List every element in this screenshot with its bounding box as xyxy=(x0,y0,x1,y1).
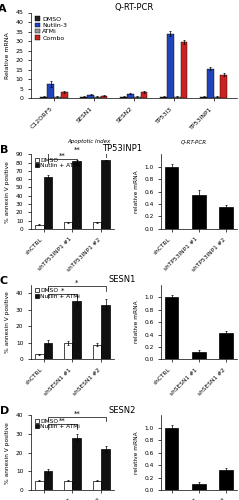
Bar xyxy=(93,480,101,490)
Text: C: C xyxy=(0,276,8,286)
Bar xyxy=(54,96,61,98)
Bar xyxy=(87,94,94,98)
Bar xyxy=(93,344,101,360)
Bar xyxy=(214,96,221,98)
Bar xyxy=(64,343,72,359)
Bar xyxy=(192,194,206,229)
Bar xyxy=(165,166,179,229)
Title: SESN1: SESN1 xyxy=(109,275,136,284)
Y-axis label: % annexin V positive: % annexin V positive xyxy=(5,160,10,222)
Bar xyxy=(134,96,141,98)
Bar xyxy=(165,297,179,360)
Bar xyxy=(200,96,207,98)
Bar xyxy=(93,222,101,229)
Bar xyxy=(160,96,167,98)
Bar xyxy=(180,42,187,98)
Text: **: ** xyxy=(73,410,80,416)
Bar xyxy=(72,302,81,360)
Bar xyxy=(101,449,110,490)
Legend: DMSO, Nutlin + ATMi: DMSO, Nutlin + ATMi xyxy=(34,288,81,300)
Bar xyxy=(47,84,54,98)
Title: Q-RT-PCR: Q-RT-PCR xyxy=(114,2,153,12)
Y-axis label: Relative mRNA: Relative mRNA xyxy=(5,32,10,79)
Bar xyxy=(165,428,179,490)
Bar xyxy=(94,96,101,98)
Y-axis label: % annexin V positive: % annexin V positive xyxy=(5,291,10,353)
Bar xyxy=(80,96,87,98)
Text: B: B xyxy=(0,146,8,156)
Bar xyxy=(64,222,72,229)
Legend: DMSO, Nutlin + ATMi: DMSO, Nutlin + ATMi xyxy=(34,418,81,430)
Bar xyxy=(43,176,52,229)
Bar xyxy=(64,480,72,490)
Y-axis label: relative mRNA: relative mRNA xyxy=(134,301,139,344)
Text: *: * xyxy=(61,288,64,294)
Text: **: ** xyxy=(73,147,80,153)
Bar xyxy=(167,34,174,98)
Bar xyxy=(43,343,52,359)
Bar xyxy=(72,438,81,490)
Text: A: A xyxy=(0,4,7,14)
Bar xyxy=(127,94,134,98)
Bar xyxy=(101,96,108,98)
Bar xyxy=(35,480,43,490)
Text: *: * xyxy=(75,280,78,286)
Title: TP53INP1: TP53INP1 xyxy=(102,144,142,154)
Legend: DMSO, Nutlin + ATMi: DMSO, Nutlin + ATMi xyxy=(34,157,81,169)
Text: **: ** xyxy=(59,153,66,159)
Y-axis label: % annexin V positive: % annexin V positive xyxy=(5,422,10,484)
Bar xyxy=(101,160,110,229)
Bar xyxy=(174,96,180,98)
Text: Q-RT-PCR: Q-RT-PCR xyxy=(180,139,206,144)
Bar xyxy=(192,484,206,490)
Bar xyxy=(35,225,43,229)
Bar xyxy=(35,354,43,360)
Bar xyxy=(141,92,147,98)
Bar xyxy=(221,74,227,98)
Bar xyxy=(40,96,47,98)
Bar xyxy=(219,334,233,359)
Bar xyxy=(120,96,127,98)
Bar xyxy=(72,161,81,229)
Bar xyxy=(192,352,206,360)
Text: D: D xyxy=(0,406,9,416)
Bar xyxy=(219,207,233,229)
Y-axis label: relative mRNA: relative mRNA xyxy=(134,170,139,213)
Bar xyxy=(207,69,214,98)
Text: **: ** xyxy=(59,418,66,424)
Bar xyxy=(61,92,68,98)
Y-axis label: relative mRNA: relative mRNA xyxy=(134,432,139,474)
Legend: DMSO, Nutlin-3, ATMi, Combo: DMSO, Nutlin-3, ATMi, Combo xyxy=(34,16,68,41)
Title: SESN2: SESN2 xyxy=(109,406,136,414)
Bar xyxy=(101,304,110,360)
Bar xyxy=(219,470,233,490)
Text: Apoptotic Index: Apoptotic Index xyxy=(67,139,110,144)
Bar xyxy=(43,472,52,490)
